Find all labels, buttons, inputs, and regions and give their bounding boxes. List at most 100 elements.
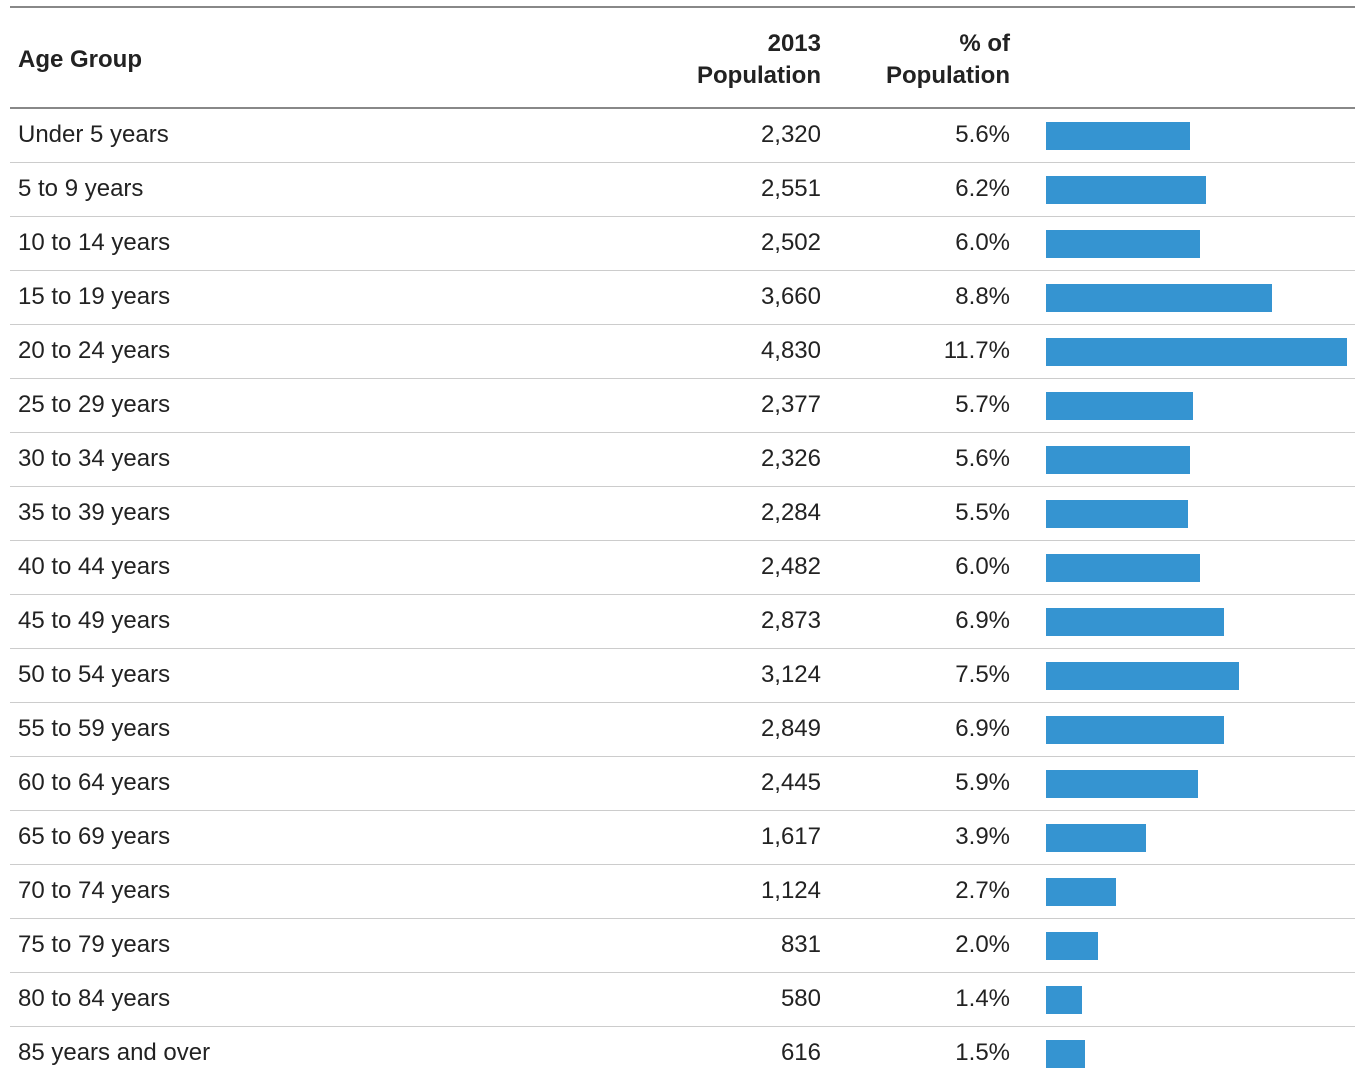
percent-value: 5.6% — [955, 445, 1010, 472]
top-rule — [10, 6, 1355, 8]
table-row: 70 to 74 years 1,124 2.7% — [10, 865, 1355, 919]
table-row: 5 to 9 years 2,551 6.2% — [10, 163, 1355, 217]
age-group-label: 40 to 44 years — [18, 553, 171, 580]
percent-bar — [1046, 824, 1147, 852]
bar-track — [1046, 824, 1347, 852]
bar-track — [1046, 554, 1347, 582]
percent-value: 1.4% — [955, 985, 1010, 1012]
table-row: 25 to 29 years 2,377 5.7% — [10, 379, 1355, 433]
table-row: 30 to 34 years 2,326 5.6% — [10, 433, 1355, 487]
table-row: 35 to 39 years 2,284 5.5% — [10, 487, 1355, 541]
percent-bar — [1046, 284, 1273, 312]
age-group-label: 75 to 79 years — [18, 931, 171, 958]
bar-track — [1046, 986, 1347, 1014]
age-population-table: Age Group 2013 Population % of Populatio… — [10, 6, 1355, 1080]
bar-track — [1046, 230, 1347, 258]
percent-value: 6.9% — [955, 715, 1010, 742]
population-value: 4,830 — [760, 337, 821, 364]
percent-value: 2.7% — [955, 877, 1010, 904]
population-value: 3,124 — [760, 661, 821, 688]
bar-track — [1046, 1040, 1347, 1068]
population-value: 3,660 — [760, 283, 821, 310]
table-row: 40 to 44 years 2,482 6.0% — [10, 541, 1355, 595]
table-row: 50 to 54 years 3,124 7.5% — [10, 649, 1355, 703]
header-population-line2: Population — [697, 62, 821, 89]
percent-value: 6.0% — [955, 229, 1010, 256]
bar-track — [1046, 122, 1347, 150]
percent-bar — [1046, 1040, 1085, 1068]
percent-value: 6.2% — [955, 175, 1010, 202]
table-row: 80 to 84 years 580 1.4% — [10, 973, 1355, 1027]
age-group-label: 5 to 9 years — [18, 175, 144, 202]
age-group-label: 55 to 59 years — [18, 715, 171, 742]
bar-track — [1046, 500, 1347, 528]
header-percent-line2: Population — [886, 62, 1010, 89]
bar-track — [1046, 878, 1347, 906]
percent-value: 3.9% — [955, 823, 1010, 850]
population-value: 2,320 — [760, 121, 821, 148]
bar-track — [1046, 338, 1347, 366]
table-header-row: Age Group 2013 Population % of Populatio… — [10, 8, 1355, 109]
table-body: Under 5 years 2,320 5.6% 5 to 9 years 2,551 6… — [10, 109, 1355, 1080]
age-group-label: 60 to 64 years — [18, 769, 171, 796]
population-value: 2,445 — [760, 769, 821, 796]
age-group-label: 50 to 54 years — [18, 661, 171, 688]
age-group-label: 80 to 84 years — [18, 985, 171, 1012]
percent-value: 6.9% — [955, 607, 1010, 634]
percent-bar — [1046, 446, 1191, 474]
table-row: 85 years and over 616 1.5% — [10, 1027, 1355, 1080]
bar-track — [1046, 662, 1347, 690]
bar-track — [1046, 392, 1347, 420]
age-group-label: 20 to 24 years — [18, 337, 171, 364]
population-value: 2,326 — [760, 445, 821, 472]
percent-value: 7.5% — [955, 661, 1010, 688]
percent-value: 5.7% — [955, 391, 1010, 418]
percent-bar — [1046, 662, 1239, 690]
percent-value: 8.8% — [955, 283, 1010, 310]
age-group-label: Under 5 years — [18, 121, 169, 148]
table-row: 60 to 64 years 2,445 5.9% — [10, 757, 1355, 811]
age-group-label: 85 years and over — [18, 1039, 211, 1066]
bar-track — [1046, 608, 1347, 636]
header-population: 2013 Population — [697, 28, 821, 92]
population-value: 2,502 — [760, 229, 821, 256]
percent-bar — [1046, 122, 1191, 150]
table-row: 20 to 24 years 4,830 11.7% — [10, 325, 1355, 379]
header-age-group: Age Group — [18, 46, 142, 73]
population-value: 831 — [780, 931, 821, 958]
table-row: 75 to 79 years 831 2.0% — [10, 919, 1355, 973]
percent-bar — [1046, 338, 1347, 366]
table-row: 65 to 69 years 1,617 3.9% — [10, 811, 1355, 865]
age-group-label: 10 to 14 years — [18, 229, 171, 256]
table-row: 10 to 14 years 2,502 6.0% — [10, 217, 1355, 271]
population-value: 2,377 — [760, 391, 821, 418]
bar-track — [1046, 176, 1347, 204]
percent-bar — [1046, 878, 1116, 906]
header-population-line1: 2013 — [767, 30, 821, 57]
percent-value: 11.7% — [943, 337, 1010, 364]
percent-bar — [1046, 608, 1224, 636]
percent-bar — [1046, 986, 1082, 1014]
population-value: 2,873 — [760, 607, 821, 634]
percent-bar — [1046, 770, 1198, 798]
header-percent: % of Population — [886, 28, 1010, 92]
percent-bar — [1046, 176, 1206, 204]
age-group-label: 65 to 69 years — [18, 823, 171, 850]
percent-bar — [1046, 230, 1201, 258]
age-group-label: 25 to 29 years — [18, 391, 171, 418]
percent-bar — [1046, 716, 1224, 744]
age-group-label: 15 to 19 years — [18, 283, 171, 310]
population-value: 616 — [780, 1039, 821, 1066]
age-group-label: 35 to 39 years — [18, 499, 171, 526]
age-group-label: 45 to 49 years — [18, 607, 171, 634]
bar-track — [1046, 932, 1347, 960]
age-group-label: 70 to 74 years — [18, 877, 171, 904]
percent-value: 6.0% — [955, 553, 1010, 580]
population-value: 580 — [780, 985, 821, 1012]
population-value: 1,617 — [760, 823, 821, 850]
percent-value: 2.0% — [955, 931, 1010, 958]
percent-bar — [1046, 554, 1201, 582]
percent-bar — [1046, 932, 1098, 960]
percent-value: 5.5% — [955, 499, 1010, 526]
population-value: 2,551 — [760, 175, 821, 202]
